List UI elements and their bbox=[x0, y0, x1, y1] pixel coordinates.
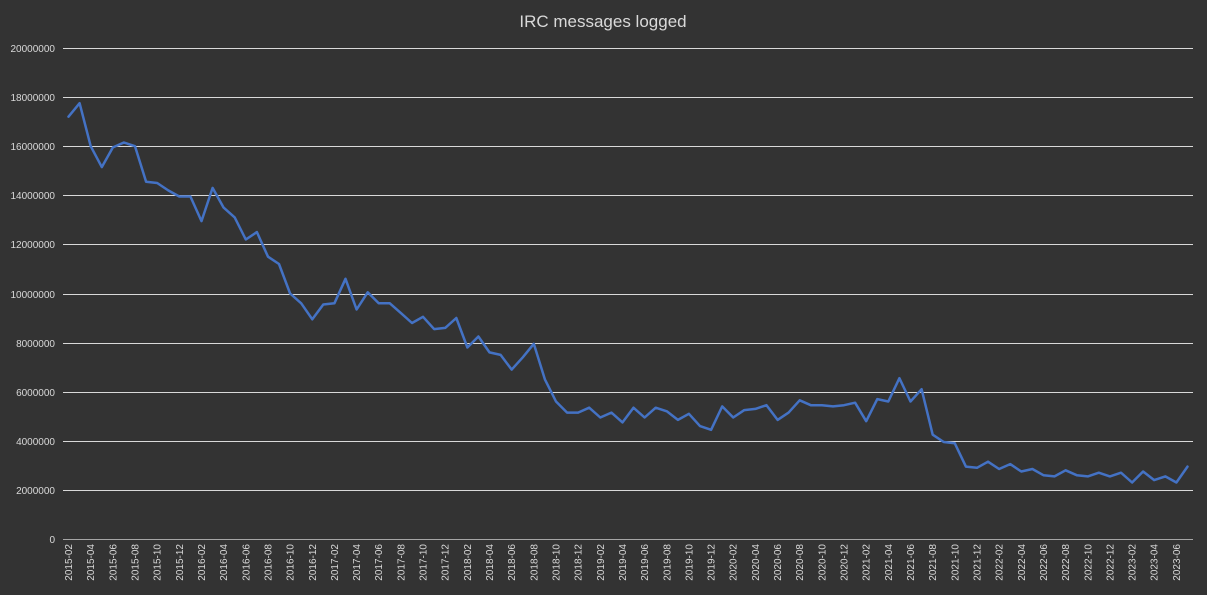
x-tick-label: 2018-12 bbox=[574, 544, 585, 581]
y-tick-label: 2000000 bbox=[16, 486, 55, 497]
x-tick-label: 2017-04 bbox=[352, 544, 363, 581]
x-tick-label: 2020-10 bbox=[817, 544, 828, 581]
gridlines bbox=[63, 48, 1193, 491]
y-tick-label: 8000000 bbox=[16, 339, 55, 350]
y-tick-label: 4000000 bbox=[16, 437, 55, 448]
x-tick-label: 2018-08 bbox=[529, 544, 540, 581]
x-tick-label: 2023-04 bbox=[1150, 544, 1161, 581]
x-tick-label: 2022-08 bbox=[1061, 544, 1072, 581]
y-tick-label: 18000000 bbox=[11, 93, 56, 104]
series-line bbox=[67, 101, 1189, 484]
y-tick-label: 0 bbox=[49, 535, 55, 546]
x-tick-label: 2015-04 bbox=[86, 544, 97, 581]
y-tick-label: 20000000 bbox=[11, 44, 56, 55]
x-tick-label: 2017-10 bbox=[419, 544, 430, 581]
x-tick-label: 2021-08 bbox=[928, 544, 939, 581]
y-tick-label: 12000000 bbox=[11, 240, 56, 251]
x-tick-label: 2022-10 bbox=[1083, 544, 1094, 581]
x-tick-label: 2016-10 bbox=[286, 544, 297, 581]
x-tick-label: 2016-06 bbox=[241, 544, 252, 581]
x-tick-label: 2021-10 bbox=[950, 544, 961, 581]
x-tick-label: 2020-06 bbox=[773, 544, 784, 581]
chart-title: IRC messages logged bbox=[519, 12, 686, 31]
x-tick-label: 2019-12 bbox=[707, 544, 718, 581]
x-tick-label: 2019-08 bbox=[662, 544, 673, 581]
x-tick-label: 2021-04 bbox=[884, 544, 895, 581]
x-tick-label: 2022-04 bbox=[1017, 544, 1028, 581]
x-tick-label: 2017-08 bbox=[396, 544, 407, 581]
x-tick-label: 2019-02 bbox=[596, 544, 607, 581]
y-tick-label: 10000000 bbox=[11, 290, 56, 301]
x-tick-label: 2015-06 bbox=[108, 544, 119, 581]
x-tick-label: 2022-12 bbox=[1105, 544, 1116, 581]
x-tick-label: 2020-02 bbox=[729, 544, 740, 581]
x-tick-label: 2015-02 bbox=[64, 544, 75, 581]
series-layer bbox=[67, 101, 1189, 484]
x-tick-label: 2020-12 bbox=[840, 544, 851, 581]
x-tick-label: 2021-12 bbox=[972, 544, 983, 581]
x-tick-label: 2017-12 bbox=[441, 544, 452, 581]
x-tick-label: 2016-02 bbox=[197, 544, 208, 581]
x-tick-label: 2015-12 bbox=[175, 544, 186, 581]
x-tick-label: 2023-02 bbox=[1128, 544, 1139, 581]
x-tick-label: 2016-08 bbox=[263, 544, 274, 581]
x-tick-label: 2018-10 bbox=[551, 544, 562, 581]
y-axis-ticks: 0 2000000 4000000 6000000 8000000 10000000 120… bbox=[11, 44, 56, 546]
x-tick-label: 2015-10 bbox=[153, 544, 164, 581]
x-tick-label: 2020-04 bbox=[751, 544, 762, 581]
x-tick-label: 2017-02 bbox=[330, 544, 341, 581]
x-tick-label: 2015-08 bbox=[131, 544, 142, 581]
x-tick-label: 2021-06 bbox=[906, 544, 917, 581]
y-tick-label: 6000000 bbox=[16, 388, 55, 399]
x-tick-label: 2016-04 bbox=[219, 544, 230, 581]
x-tick-label: 2021-02 bbox=[862, 544, 873, 581]
x-tick-label: 2023-06 bbox=[1172, 544, 1183, 581]
x-tick-label: 2019-06 bbox=[640, 544, 651, 581]
x-tick-label: 2018-04 bbox=[485, 544, 496, 581]
x-axis-ticks: 2015-02 2015-04 2015-06 2015-08 2015-10 2015-… bbox=[64, 544, 1183, 581]
x-tick-label: 2016-12 bbox=[308, 544, 319, 581]
y-tick-label: 14000000 bbox=[11, 191, 56, 202]
x-tick-label: 2017-06 bbox=[374, 544, 385, 581]
x-tick-label: 2020-08 bbox=[795, 544, 806, 581]
x-tick-label: 2018-02 bbox=[463, 544, 474, 581]
x-tick-label: 2019-04 bbox=[618, 544, 629, 581]
x-tick-label: 2022-06 bbox=[1039, 544, 1050, 581]
x-tick-label: 2019-10 bbox=[684, 544, 695, 581]
x-tick-label: 2022-02 bbox=[995, 544, 1006, 581]
y-tick-label: 16000000 bbox=[11, 142, 56, 153]
x-tick-label: 2018-06 bbox=[507, 544, 518, 581]
